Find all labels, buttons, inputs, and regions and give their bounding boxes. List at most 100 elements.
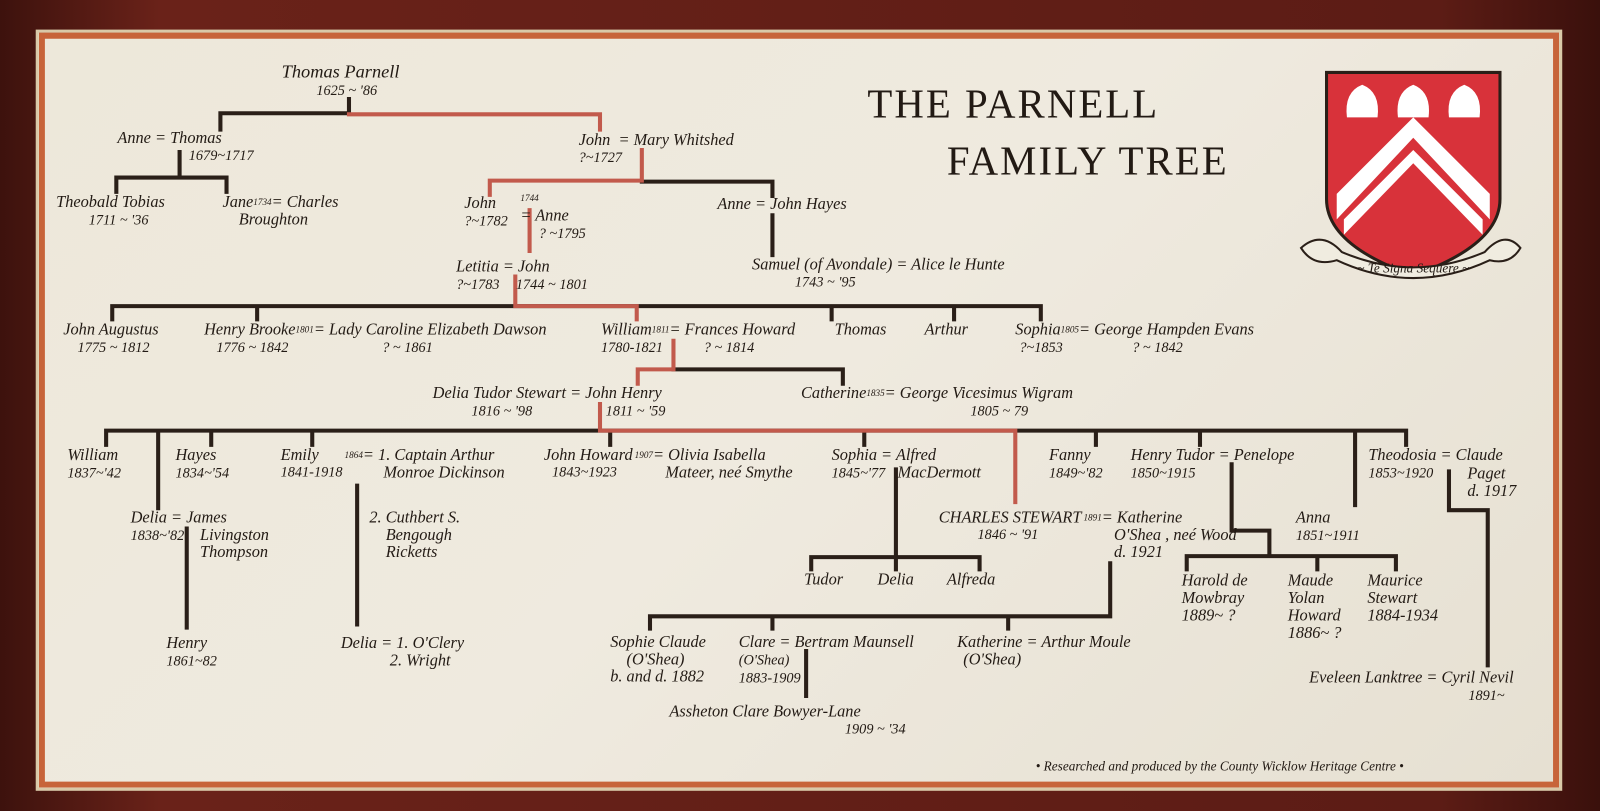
person-dates: 1743 ~ '95	[794, 275, 856, 291]
spouse-dates: 1811 ~ '59	[605, 404, 666, 420]
person-dates: 1846 ~ '91	[977, 527, 1039, 543]
person-dates: ?~1727	[578, 151, 623, 167]
person-name: John	[578, 131, 611, 149]
marriage-year: 1734	[253, 196, 272, 208]
person-henry-tudor: Henry Tudor = Penelope 1850~1915	[1131, 447, 1295, 483]
person-dates: 1625 ~ '86	[316, 83, 378, 99]
person-anne-john-hayes: Anne = John Hayes	[717, 195, 847, 214]
parnell-crest: ~ Te Signa Sequere ~	[1299, 70, 1522, 279]
person-charles-stewart-parnell: CHARLES STEWART 1846 ~ '91 1891 = Kather…	[939, 509, 1237, 561]
crest-chevron	[1336, 117, 1490, 235]
person-name: Katherine = Arthur Moule	[957, 633, 1131, 652]
person-name: Theobald Tobias	[56, 193, 165, 212]
credit-line: • Researched and produced by the County …	[1035, 758, 1404, 774]
connector-line	[1446, 469, 1490, 668]
person-dates: 1744 ~ 1801	[515, 277, 588, 293]
person-name: Henry	[166, 634, 208, 653]
person-name: = Anne	[520, 207, 569, 225]
person-name: Henry Brooke	[204, 321, 296, 339]
connector-line	[1184, 462, 1398, 572]
person-theodosia: Theodosia = Claude 1853~1920	[1368, 447, 1502, 483]
person-emily-self: Emily 1841-1918	[281, 447, 343, 482]
person-dates: 1845~'77	[831, 466, 886, 482]
person-dates: 1776 ~ 1842	[216, 340, 289, 357]
person-catherine: Catherine1835= George Vicesimus Wigram 1…	[801, 385, 1073, 421]
direct-line-connector	[346, 112, 603, 132]
marriage-year: 1744	[520, 192, 539, 204]
person-john-1782: John ?~1782	[464, 195, 507, 231]
person-maurice-stewart: Maurice Stewart 1884-1934	[1367, 572, 1439, 625]
person-dates: 1775 ~ 1812	[77, 340, 150, 357]
person-name: Delia = James	[130, 509, 227, 527]
person-name: Letitia = John	[456, 258, 550, 276]
spouse-name: = Lady Caroline Elizabeth Dawson	[313, 321, 547, 339]
person-name: John	[464, 194, 497, 213]
title-line-2: FAMILY TREE	[946, 137, 1229, 184]
person-eveleen-lanktree: Eveleen Lanktree = Cyril Nevil 1891~	[1309, 669, 1513, 705]
person-john-mary-whitshed: John = Mary Whitshed ?~1727	[579, 132, 734, 168]
direct-line-connector	[513, 274, 639, 322]
person-name: William	[601, 321, 652, 339]
person-name: Eveleen Lanktree = Cyril Nevil	[1309, 669, 1514, 687]
person-thomas-parnell: Thomas Parnell 1625 ~ '86	[282, 62, 400, 100]
person-assheton-clare-bowyer-lane: Assheton Clare Bowyer-Lane 1909 ~ '34	[669, 703, 905, 739]
direct-line-connector	[597, 402, 1018, 505]
person-dates: 1679~1717	[188, 148, 254, 165]
person-sophia-1845: Sophia = Alfred 1845~'77 MacDermott	[832, 447, 981, 483]
person-anna: Anna 1851~1911	[1296, 509, 1360, 545]
person-thomas: Thomas	[834, 321, 887, 339]
person-name: Jane	[222, 193, 254, 212]
person-tudor: Tudor	[804, 571, 844, 589]
person-jane: Jane1734= Charles Broughton	[222, 194, 338, 229]
person-name: Fanny	[1048, 446, 1091, 465]
person-dates: 1849~'82	[1048, 466, 1103, 482]
connector-line	[639, 179, 775, 198]
person-theobald-tobias: Theobald Tobias 1711 ~ '36	[56, 194, 165, 230]
person-dates: ? ~1795	[538, 226, 586, 242]
person-dates: 1891~	[1468, 688, 1505, 705]
connector-line	[809, 467, 982, 572]
spouse-name: MacDermott	[897, 464, 981, 482]
spouse-name: = Frances Howard	[669, 321, 796, 339]
title-line-1: THE PARNELL	[867, 80, 1160, 127]
person-james-livingston-thompson: Livingston Thompson	[199, 526, 269, 562]
person-maude-yolan-howard: Maude Yolan Howard 1886~ ?	[1287, 572, 1342, 642]
marriage-year: 1805	[1060, 324, 1080, 335]
marriage-year: 1891	[1083, 512, 1102, 523]
marriage-year: 1835	[866, 387, 885, 398]
person-name: John Augustus	[63, 321, 159, 339]
person-name: Anne = Thomas	[117, 129, 222, 147]
person-claude-paget: Paget d. 1917	[1467, 465, 1517, 500]
person-fanny: Fanny 1849~'82	[1049, 447, 1103, 483]
spouse-dates: ? ~ 1861	[382, 340, 433, 357]
person-dates: 1837~'42	[67, 466, 121, 482]
person-delia-tudor-stewart-john-henry: Delia Tudor Stewart = John Henry 1816 ~ …	[433, 385, 666, 421]
spouse-name: = 1. Captain Arthur Monroe Dickinson	[362, 446, 505, 482]
person-dates: 1909 ~ '34	[844, 722, 906, 738]
person-henry-1861: Henry 1861~82	[166, 635, 217, 671]
spouse-name: = George Vicesimus Wigram	[884, 384, 1073, 403]
person-sophie-claude: Sophie Claude (O'Shea) b. and d. 1882	[610, 633, 706, 686]
spouse-name: = Katherine O'Shea , neé Wood d. 1921	[1101, 509, 1237, 562]
person-dates: 1841-1918	[280, 465, 343, 481]
spouse-dates: ? ~ 1814	[703, 340, 755, 357]
person-name: Sophia	[1015, 321, 1061, 339]
person-name: Hayes	[175, 446, 217, 465]
person-delia-oclery: Delia = 1. O'Clery 2. Wright	[340, 634, 465, 670]
marriage-year: 1801	[295, 324, 314, 335]
person-henry-brooke: Henry Brooke1801= Lady Caroline Elizabet…	[204, 321, 546, 357]
person-name: CHARLES STEWART	[938, 509, 1082, 527]
person-name: Clare = Bertram Maunsell	[738, 633, 914, 652]
spouse-dates: 1805 ~ 79	[970, 404, 1029, 420]
person-anne-thomas: Anne = Thomas 1679~1717	[117, 130, 253, 166]
person-harold-de-mowbray: Harold de Mowbray 1889~ ?	[1181, 572, 1248, 625]
person-dates: ?~1782	[464, 214, 508, 230]
person-arthur: Arthur	[924, 321, 969, 339]
motto-scroll	[1299, 238, 1522, 279]
person-delia: Delia	[877, 571, 914, 589]
person-name: Delia Tudor Stewart = John Henry	[432, 384, 662, 403]
person-name: Catherine	[801, 384, 867, 403]
person-dates: 1834~'54	[175, 466, 230, 482]
person-name: Samuel (of Avondale) = Alice le Hunte	[752, 256, 1005, 274]
